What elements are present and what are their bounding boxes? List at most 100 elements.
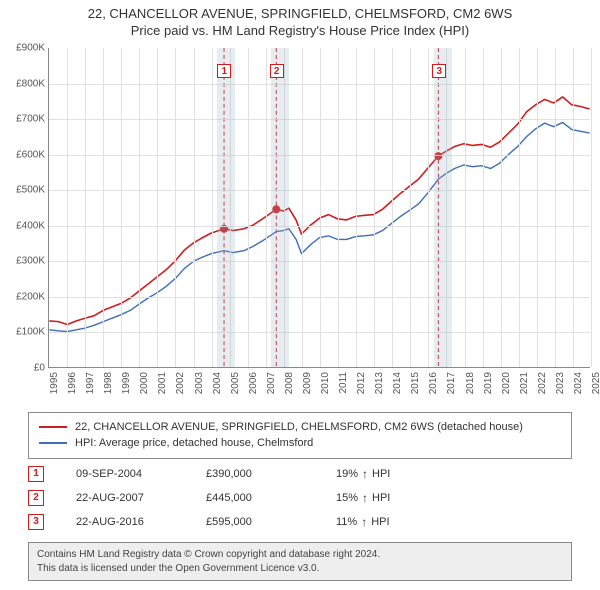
highlight-band [434, 48, 452, 367]
x-gridline [85, 48, 86, 367]
marker-index-badge: 2 [270, 64, 284, 78]
y-axis-label: £300K [1, 256, 45, 267]
x-axis-label: 1996 [67, 372, 70, 394]
legend-label: HPI: Average price, detached house, Chel… [75, 437, 313, 449]
arrow-up-icon: ↑ [362, 467, 368, 481]
x-axis-label: 2005 [230, 372, 233, 394]
highlight-band [271, 48, 289, 367]
sale-diff: 11% ↑ HPI [336, 515, 390, 529]
x-gridline [591, 48, 592, 367]
x-gridline [374, 48, 375, 367]
x-gridline [157, 48, 158, 367]
x-gridline [573, 48, 574, 367]
x-gridline [356, 48, 357, 367]
chart-plot-area: £0£100K£200K£300K£400K£500K£600K£700K£80… [48, 48, 590, 368]
x-axis-label: 1997 [85, 372, 88, 394]
y-axis-label: £100K [1, 327, 45, 338]
y-axis-label: £500K [1, 185, 45, 196]
x-axis-label: 2001 [157, 372, 160, 394]
x-axis-label: 2016 [428, 372, 431, 394]
y-axis-label: £400K [1, 220, 45, 231]
x-axis-label: 2008 [284, 372, 287, 394]
legend-swatch [39, 442, 67, 444]
sales-table: 1 09-SEP-2004 £390,000 19% ↑ HPI 2 22-AU… [28, 462, 572, 534]
sale-index-badge: 2 [28, 490, 44, 506]
x-gridline [501, 48, 502, 367]
sale-diff: 15% ↑ HPI [336, 491, 390, 505]
x-axis-label: 2020 [501, 372, 504, 394]
legend: 22, CHANCELLOR AVENUE, SPRINGFIELD, CHEL… [28, 412, 572, 459]
x-gridline [248, 48, 249, 367]
highlight-band [217, 48, 235, 367]
x-gridline [465, 48, 466, 367]
x-gridline [410, 48, 411, 367]
sale-diff-suffix: HPI [371, 516, 389, 528]
sale-index-badge: 1 [28, 466, 44, 482]
x-axis-label: 2006 [248, 372, 251, 394]
sale-row: 2 22-AUG-2007 £445,000 15% ↑ HPI [28, 486, 572, 510]
x-axis-label: 2002 [175, 372, 178, 394]
legend-row: 22, CHANCELLOR AVENUE, SPRINGFIELD, CHEL… [39, 419, 561, 435]
x-gridline [67, 48, 68, 367]
x-gridline [428, 48, 429, 367]
y-axis-label: £200K [1, 291, 45, 302]
x-axis-label: 2011 [338, 372, 341, 394]
x-gridline [175, 48, 176, 367]
y-axis-label: £800K [1, 78, 45, 89]
sale-diff: 19% ↑ HPI [336, 467, 390, 481]
sale-row: 1 09-SEP-2004 £390,000 19% ↑ HPI [28, 462, 572, 486]
sale-row: 3 22-AUG-2016 £595,000 11% ↑ HPI [28, 510, 572, 534]
sale-date: 09-SEP-2004 [76, 468, 206, 480]
arrow-up-icon: ↑ [361, 515, 367, 529]
sale-price: £390,000 [206, 468, 336, 480]
x-axis-label: 1995 [49, 372, 52, 394]
x-gridline [320, 48, 321, 367]
sale-diff-suffix: HPI [372, 492, 390, 504]
title-line-1: 22, CHANCELLOR AVENUE, SPRINGFIELD, CHEL… [0, 6, 600, 23]
sale-index-badge: 3 [28, 514, 44, 530]
chart-title: 22, CHANCELLOR AVENUE, SPRINGFIELD, CHEL… [0, 0, 600, 40]
x-axis-label: 2012 [356, 372, 359, 394]
x-axis-label: 2000 [139, 372, 142, 394]
footer-line-2: This data is licensed under the Open Gov… [37, 562, 563, 576]
legend-swatch [39, 426, 67, 428]
x-gridline [121, 48, 122, 367]
x-axis-label: 2019 [483, 372, 486, 394]
legend-label: 22, CHANCELLOR AVENUE, SPRINGFIELD, CHEL… [75, 421, 523, 433]
y-axis-label: £700K [1, 114, 45, 125]
x-axis-label: 1998 [103, 372, 106, 394]
x-axis-label: 2018 [465, 372, 468, 394]
marker-index-badge: 3 [432, 64, 446, 78]
x-gridline [139, 48, 140, 367]
x-axis-label: 2015 [410, 372, 413, 394]
legend-row: HPI: Average price, detached house, Chel… [39, 435, 561, 451]
y-axis-label: £900K [1, 43, 45, 54]
x-gridline [537, 48, 538, 367]
x-axis-label: 2013 [374, 372, 377, 394]
x-axis-label: 2025 [591, 372, 594, 394]
x-gridline [519, 48, 520, 367]
x-gridline [212, 48, 213, 367]
arrow-up-icon: ↑ [362, 491, 368, 505]
attribution-footer: Contains HM Land Registry data © Crown c… [28, 542, 572, 581]
x-gridline [483, 48, 484, 367]
x-gridline [194, 48, 195, 367]
x-axis-label: 2017 [446, 372, 449, 394]
x-axis-label: 2004 [212, 372, 215, 394]
sale-price: £445,000 [206, 492, 336, 504]
x-gridline [103, 48, 104, 367]
x-axis-label: 2010 [320, 372, 323, 394]
x-axis-label: 2003 [194, 372, 197, 394]
sale-date: 22-AUG-2016 [76, 516, 206, 528]
y-axis-label: £600K [1, 149, 45, 160]
x-axis-label: 2024 [573, 372, 576, 394]
x-axis-label: 2007 [266, 372, 269, 394]
footer-line-1: Contains HM Land Registry data © Crown c… [37, 548, 563, 562]
y-axis-label: £0 [1, 363, 45, 374]
x-gridline [555, 48, 556, 367]
sale-date: 22-AUG-2007 [76, 492, 206, 504]
x-gridline [302, 48, 303, 367]
x-axis-label: 2014 [392, 372, 395, 394]
sale-diff-pct: 15% [336, 492, 358, 504]
sale-diff-pct: 11% [336, 516, 357, 528]
